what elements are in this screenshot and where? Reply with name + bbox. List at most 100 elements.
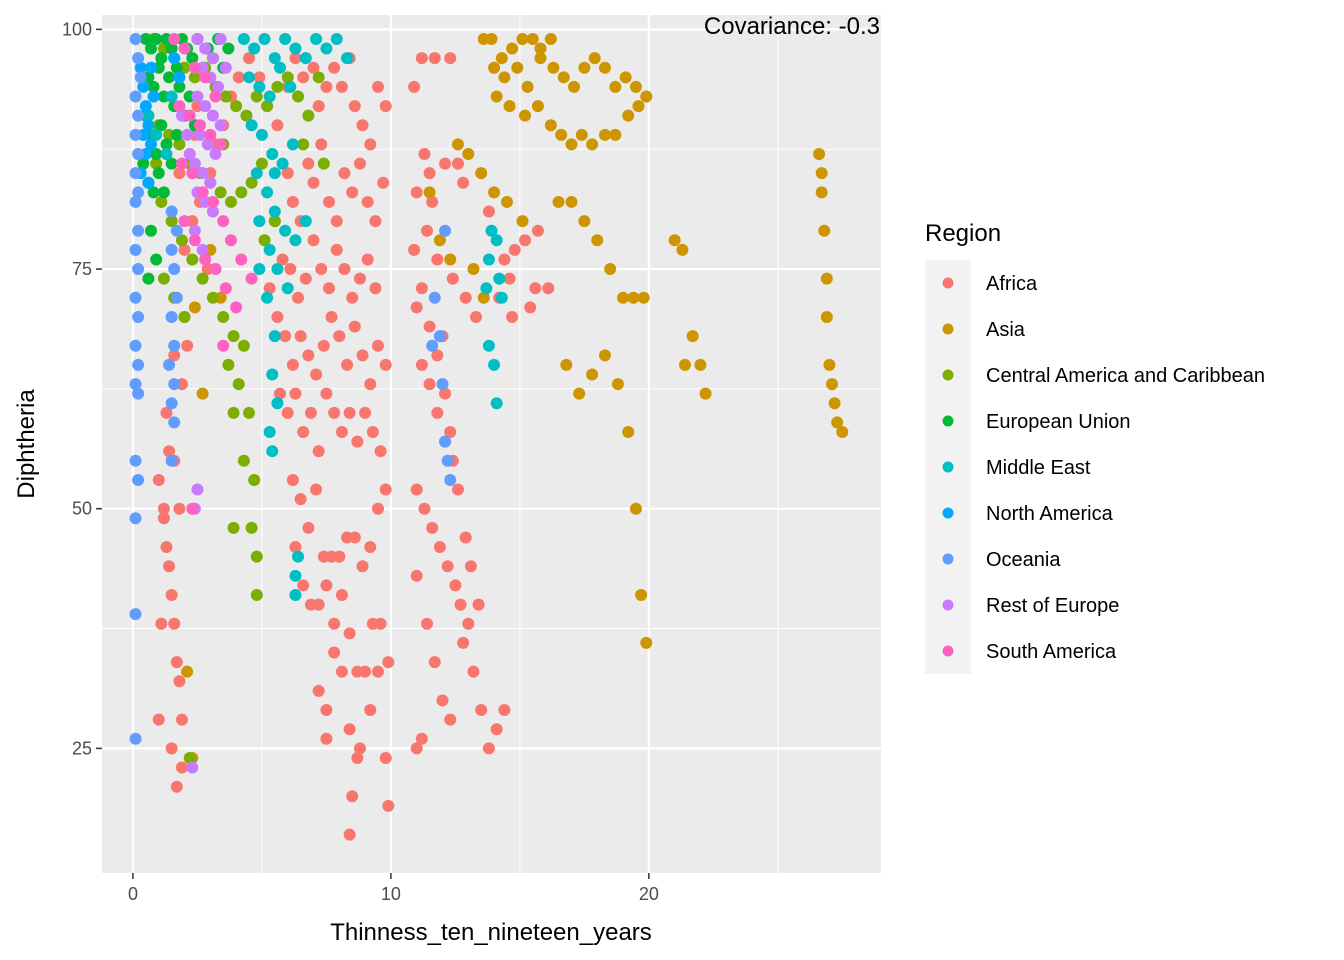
- point-middle-east: [482, 339, 495, 352]
- point-central-america-and-caribbean: [250, 550, 263, 563]
- point-south-america: [217, 215, 230, 228]
- point-africa: [377, 176, 390, 189]
- point-oceania: [132, 263, 145, 276]
- point-central-america-and-caribbean: [224, 195, 237, 208]
- point-africa: [297, 579, 310, 592]
- point-asia: [516, 32, 529, 45]
- point-central-america-and-caribbean: [243, 406, 256, 419]
- point-africa: [330, 243, 343, 256]
- legend-key-north-america: [942, 507, 954, 519]
- legend-key-oceania: [942, 553, 954, 565]
- point-africa: [382, 656, 395, 669]
- point-european-union: [170, 61, 183, 74]
- point-africa: [276, 253, 289, 266]
- point-africa: [433, 541, 446, 554]
- point-africa: [356, 349, 369, 362]
- x-axis-title: Thinness_ten_nineteen_years: [330, 919, 652, 946]
- point-africa: [273, 387, 286, 400]
- point-africa: [490, 723, 503, 736]
- point-africa: [320, 732, 333, 745]
- point-european-union: [170, 128, 183, 141]
- point-european-union: [160, 138, 173, 151]
- point-oceania: [129, 243, 142, 256]
- point-south-america: [214, 138, 227, 151]
- point-north-america: [137, 80, 150, 93]
- point-asia: [565, 195, 578, 208]
- point-africa: [379, 483, 392, 496]
- point-asia: [604, 263, 617, 276]
- point-africa: [423, 320, 436, 333]
- point-asia: [815, 167, 828, 180]
- point-european-union: [155, 52, 168, 65]
- point-european-union: [155, 119, 168, 132]
- point-asia: [552, 195, 565, 208]
- point-africa: [286, 473, 299, 486]
- point-asia: [629, 80, 642, 93]
- point-middle-east: [281, 282, 294, 295]
- point-africa: [320, 704, 333, 717]
- point-africa: [302, 521, 315, 534]
- point-africa: [320, 579, 333, 592]
- point-rest-of-europe: [199, 42, 212, 55]
- point-middle-east: [266, 368, 279, 381]
- point-africa: [444, 426, 457, 439]
- point-oceania: [132, 224, 145, 237]
- point-rest-of-europe: [188, 157, 201, 170]
- point-africa: [366, 426, 379, 439]
- point-rest-of-europe: [214, 32, 227, 45]
- point-central-america-and-caribbean: [255, 157, 268, 170]
- point-africa: [348, 320, 361, 333]
- point-asia: [547, 61, 560, 74]
- point-oceania: [129, 32, 142, 45]
- point-asia: [516, 215, 529, 228]
- point-oceania: [129, 195, 142, 208]
- point-africa: [454, 598, 467, 611]
- point-africa: [333, 550, 346, 563]
- point-africa: [328, 617, 341, 630]
- point-european-union: [150, 148, 163, 161]
- point-africa: [428, 656, 441, 669]
- point-south-america: [186, 167, 199, 180]
- point-middle-east: [268, 330, 281, 343]
- point-middle-east: [289, 569, 302, 582]
- point-asia: [591, 234, 604, 247]
- point-asia: [534, 52, 547, 65]
- point-asia: [586, 368, 599, 381]
- point-oceania: [433, 330, 446, 343]
- point-africa: [441, 560, 454, 573]
- point-south-america: [206, 195, 219, 208]
- point-middle-east: [258, 32, 271, 45]
- point-africa: [374, 617, 387, 630]
- point-africa: [157, 512, 170, 525]
- point-asia: [485, 32, 498, 45]
- point-africa: [317, 339, 330, 352]
- point-oceania: [129, 339, 142, 352]
- point-africa: [379, 751, 392, 764]
- point-africa: [312, 100, 325, 113]
- legend-label-central-america-and-caribbean: Central America and Caribbean: [986, 365, 1265, 387]
- point-africa: [346, 790, 359, 803]
- point-central-america-and-caribbean: [297, 138, 310, 151]
- point-africa: [294, 493, 307, 506]
- point-central-america-and-caribbean: [230, 100, 243, 113]
- point-africa: [312, 598, 325, 611]
- point-asia: [699, 387, 712, 400]
- point-africa: [338, 263, 351, 276]
- point-asia: [627, 291, 640, 304]
- point-asia: [694, 358, 707, 371]
- point-africa: [286, 195, 299, 208]
- point-africa: [152, 713, 165, 726]
- point-africa: [299, 272, 312, 285]
- legend-label-north-america: North America: [986, 503, 1114, 525]
- point-european-union: [137, 157, 150, 170]
- point-south-america: [188, 234, 201, 247]
- point-asia: [820, 310, 833, 323]
- point-middle-east: [495, 291, 508, 304]
- point-asia: [818, 224, 831, 237]
- point-africa: [462, 617, 475, 630]
- point-africa: [374, 445, 387, 458]
- point-asia: [815, 186, 828, 199]
- y-tick-label: 100: [62, 19, 92, 39]
- point-middle-east: [266, 148, 279, 161]
- point-oceania: [129, 454, 142, 467]
